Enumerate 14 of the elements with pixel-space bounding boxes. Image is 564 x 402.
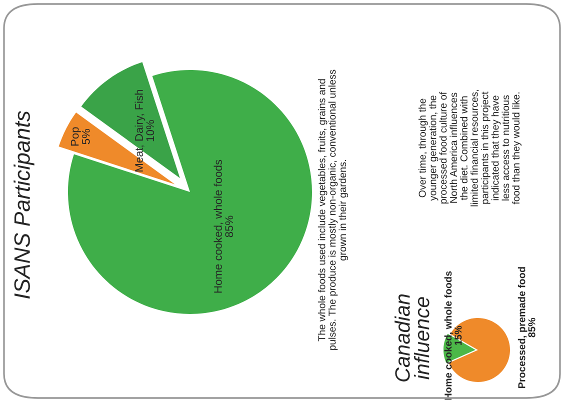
text: ISANS Participants <box>14 110 34 299</box>
slice-label: Home cooked, whole foods <box>214 160 224 293</box>
slice-label: Meat, Dairy, Fish <box>134 90 146 172</box>
slice-label: Pop <box>70 127 81 146</box>
text: Canadian influence <box>394 294 430 382</box>
slice-label: Processed, premade food <box>518 267 528 388</box>
slice-label: Home cooked, whole foods <box>444 271 454 400</box>
data-label: 10% <box>146 120 154 142</box>
data-label: 15% <box>454 326 462 345</box>
data-label: 5% <box>82 128 90 144</box>
text: The whole foods used include vegetables, fruits, grains and pulses. The produce is mostly non-organic, conventional unless grown in their gardens. <box>318 70 348 350</box>
text: Over time, through the younger generation, the processed food culture of North America influences the diet. Combined with limited financial resources, participants in this project indicated that they have less access to nutritious food than they would like. <box>418 90 522 206</box>
data-label: 85% <box>528 318 536 338</box>
data-label: 85% <box>225 216 234 238</box>
